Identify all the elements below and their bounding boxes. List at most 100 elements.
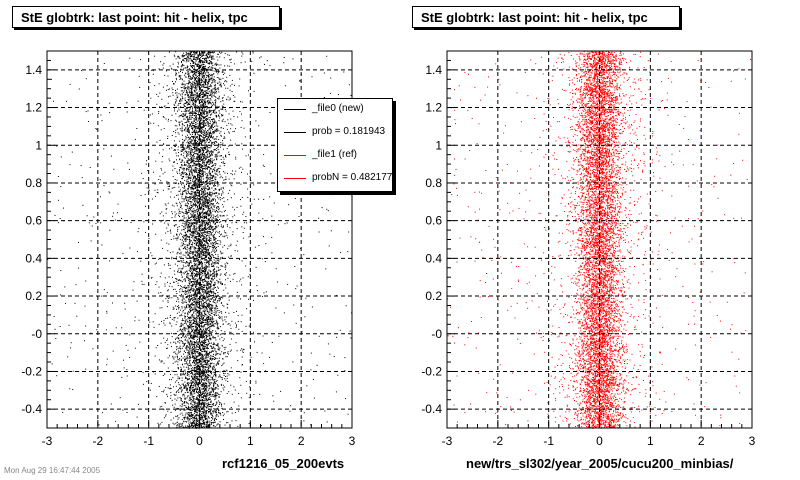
scatter-point	[179, 279, 181, 281]
scatter-point	[180, 348, 182, 350]
scatter-point	[229, 74, 231, 76]
scatter-point	[234, 214, 236, 216]
scatter-point	[205, 331, 206, 333]
scatter-point	[201, 113, 203, 115]
scatter-point	[152, 321, 154, 323]
scatter-point	[205, 416, 207, 418]
scatter-point	[198, 415, 200, 417]
scatter-point	[214, 178, 216, 180]
scatter-point	[184, 144, 186, 146]
scatter-point	[183, 374, 185, 376]
scatter-point	[140, 260, 142, 262]
scatter-point	[190, 252, 192, 254]
scatter-point	[183, 200, 185, 202]
scatter-point	[189, 82, 191, 84]
scatter-point	[182, 192, 184, 194]
scatter-point	[204, 286, 206, 288]
scatter-point	[76, 315, 78, 317]
scatter-point	[210, 275, 212, 277]
scatter-point	[194, 411, 196, 413]
scatter-point	[201, 148, 203, 150]
scatter-point	[183, 334, 184, 336]
scatter-point	[202, 134, 204, 135]
scatter-point	[188, 158, 190, 160]
scatter-point	[235, 156, 237, 158]
scatter-point	[211, 395, 213, 397]
scatter-point	[176, 293, 178, 294]
scatter-point	[190, 92, 192, 93]
scatter-point	[191, 400, 193, 402]
scatter-point	[199, 329, 201, 331]
scatter-point	[215, 130, 217, 132]
scatter-point	[205, 274, 207, 276]
scatter-point	[129, 356, 131, 358]
scatter-point	[204, 201, 206, 203]
scatter-point	[210, 238, 212, 240]
scatter-point	[177, 330, 179, 332]
scatter-point	[203, 156, 205, 158]
scatter-point	[203, 84, 205, 86]
scatter-point	[195, 300, 197, 302]
scatter-point	[204, 66, 206, 68]
scatter-point	[205, 132, 207, 134]
scatter-point	[203, 250, 205, 252]
scatter-point	[240, 397, 242, 399]
scatter-point	[200, 110, 202, 112]
scatter-point	[198, 384, 199, 386]
scatter-point	[205, 77, 207, 79]
scatter-point	[200, 333, 202, 335]
scatter-point	[185, 300, 187, 302]
scatter-point	[202, 399, 204, 401]
scatter-point	[195, 193, 197, 195]
scatter-point	[230, 62, 232, 63]
scatter-point	[193, 298, 195, 300]
scatter-point	[195, 163, 197, 165]
scatter-point	[117, 203, 119, 205]
scatter-point	[166, 340, 168, 341]
scatter-point	[203, 164, 205, 165]
scatter-point	[185, 252, 187, 254]
scatter-point	[205, 237, 207, 239]
scatter-point	[211, 136, 213, 138]
scatter-point	[193, 52, 195, 54]
scatter-point	[215, 412, 217, 413]
scatter-point	[210, 406, 212, 408]
scatter-point	[208, 288, 210, 290]
scatter-point	[182, 319, 184, 321]
scatter-point	[171, 211, 173, 213]
scatter-point	[151, 198, 153, 200]
scatter-point	[189, 360, 191, 361]
scatter-point	[196, 256, 198, 258]
scatter-point	[208, 356, 210, 358]
scatter-point	[206, 426, 207, 428]
scatter-point	[160, 272, 162, 274]
scatter-point	[220, 135, 222, 137]
scatter-point	[191, 398, 192, 400]
scatter-point	[204, 128, 206, 130]
scatter-point	[196, 130, 198, 132]
scatter-point	[191, 149, 193, 151]
scatter-point	[191, 201, 193, 203]
scatter-point	[215, 308, 217, 310]
scatter-point	[197, 189, 198, 191]
scatter-point	[218, 151, 220, 153]
scatter-point	[192, 353, 194, 354]
scatter-point	[208, 263, 210, 265]
scatter-point	[202, 357, 204, 359]
scatter-point	[190, 307, 192, 309]
scatter-point	[218, 91, 220, 93]
scatter-point	[177, 298, 179, 300]
scatter-point	[169, 379, 170, 381]
scatter-point	[110, 403, 112, 405]
scatter-point	[217, 286, 219, 288]
scatter-point	[336, 336, 338, 338]
scatter-point	[202, 263, 203, 265]
scatter-point	[199, 371, 201, 373]
scatter-point	[204, 110, 206, 112]
scatter-point	[183, 405, 185, 406]
scatter-point	[175, 394, 177, 396]
scatter-point	[298, 216, 300, 217]
scatter-point	[207, 363, 209, 365]
scatter-point	[192, 204, 194, 205]
scatter-point	[197, 252, 198, 254]
